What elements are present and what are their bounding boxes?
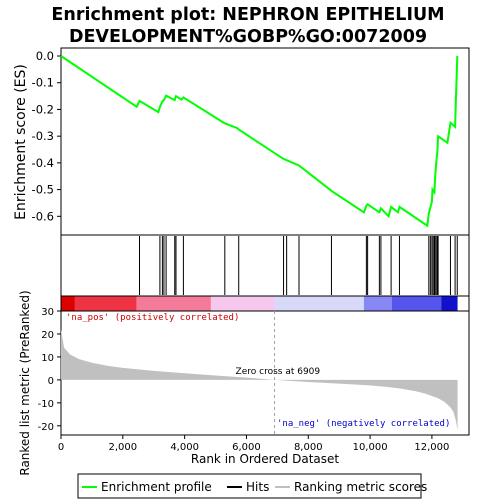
positive-correlated-annotation: 'na_pos' (positively correlated) <box>66 313 239 323</box>
xtick-label: 6,000 <box>232 442 261 453</box>
colorbar-segment <box>363 296 392 311</box>
colorbar-segment <box>274 296 364 311</box>
es-ytick-label: 0.0 <box>36 49 54 63</box>
ranking-metric-area <box>61 329 458 431</box>
rk-ytick-label: -20 <box>38 422 54 433</box>
ranked-y-axis: 30 20 10 0 -10 -20 <box>38 307 61 433</box>
enrichment-panel-frame <box>60 47 470 236</box>
es-ytick-label: -0.2 <box>32 102 54 116</box>
ranked-y-axis-label: Ranked list metric (PreRanked) <box>18 290 32 475</box>
enrichment-profile-line <box>60 55 459 228</box>
colorbar-segment <box>391 296 442 311</box>
xtick-label: 10,000 <box>353 442 388 453</box>
enrichment-y-axis: 0.0 -0.1 -0.2 -0.3 -0.4 -0.5 -0.6 <box>32 49 61 223</box>
colorbar-segment <box>441 296 458 311</box>
rk-ytick-label: 0 <box>48 376 54 387</box>
x-axis-label: Rank in Ordered Dataset <box>191 452 339 466</box>
colorbar-segment <box>74 296 137 311</box>
es-ytick-label: -0.3 <box>32 129 54 143</box>
hits-markers <box>139 236 458 295</box>
chart-title-line-1: Enrichment plot: NEPHRON EPITHELIUM <box>51 5 444 25</box>
xtick-label: 0 <box>58 442 64 453</box>
xtick-label: 2,000 <box>108 442 137 453</box>
negative-correlated-annotation: 'na_neg' (negatively correlated) <box>277 419 450 429</box>
rk-ytick-label: 30 <box>41 307 54 318</box>
colorbar-segment <box>136 296 211 311</box>
es-ytick-label: -0.5 <box>32 183 54 197</box>
chart-title-line-2: DEVELOPMENT%GOBP%GO:0072009 <box>69 27 427 47</box>
es-ytick-label: -0.1 <box>32 76 54 90</box>
x-axis: 0 2,000 4,000 6,000 8,000 10,000 12,000 <box>58 435 449 453</box>
legend-metric-label: Ranking metric scores <box>294 480 427 494</box>
hits-panel-frame <box>60 234 470 297</box>
legend-box <box>77 473 422 499</box>
xtick-label: 8,000 <box>294 442 323 453</box>
rk-ytick-label: 10 <box>41 353 54 364</box>
legend-hits-label: Hits <box>246 480 269 494</box>
es-ytick-label: -0.6 <box>32 209 54 223</box>
xtick-label: 4,000 <box>170 442 199 453</box>
legend-enrichment-label: Enrichment profile <box>101 480 212 494</box>
es-ytick-label: -0.4 <box>32 156 54 170</box>
colorbar-segment <box>61 296 75 311</box>
rk-ytick-label: -10 <box>38 399 54 410</box>
colorbar-segment <box>210 296 275 311</box>
rk-ytick-label: 20 <box>41 330 54 341</box>
zero-cross-annotation: Zero cross at 6909 <box>236 367 321 377</box>
ranking-colorbar <box>61 296 458 311</box>
enrichment-y-axis-label: Enrichment score (ES) <box>13 64 29 220</box>
xtick-label: 12,000 <box>414 442 449 453</box>
